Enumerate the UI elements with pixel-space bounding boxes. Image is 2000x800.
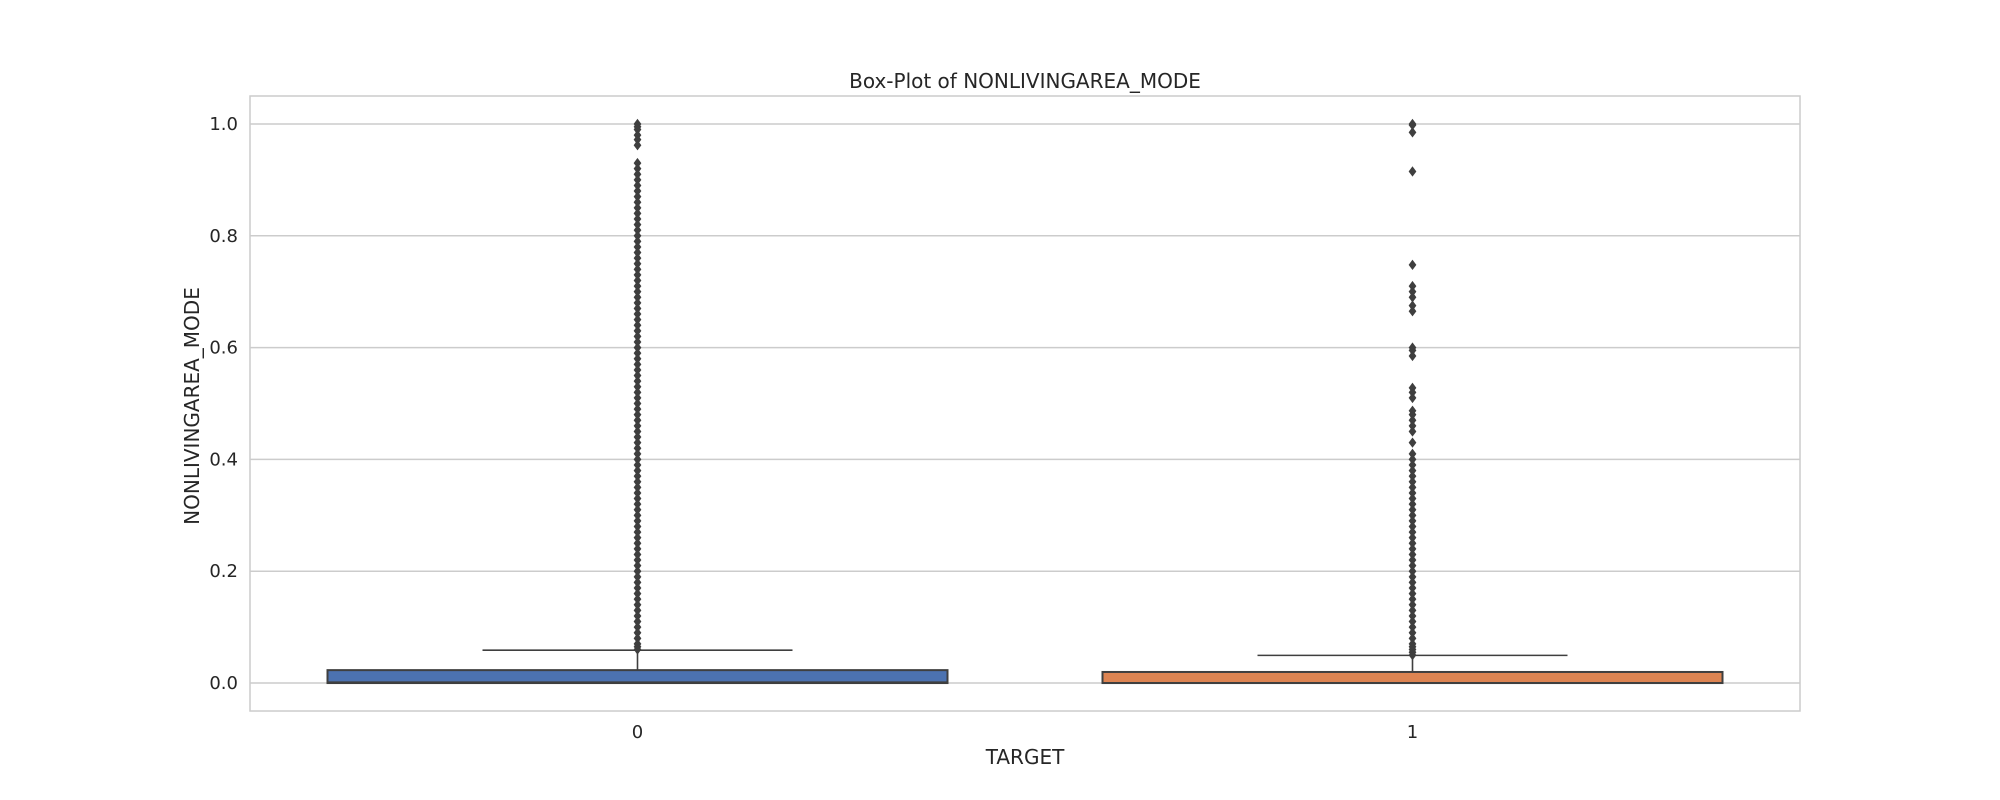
outlier-point [1408, 259, 1417, 271]
iqr-box [1101, 670, 1724, 685]
y-tick-label: 0.0 [209, 673, 238, 694]
outlier-point [1408, 292, 1417, 303]
x-tick-label: 1 [1407, 722, 1418, 743]
outlier-point [1408, 350, 1417, 362]
y-tick-label: 0.4 [209, 449, 238, 470]
grid-lines [250, 123, 1800, 684]
y-tick-labels: 0.0 0.2 0.4 0.6 0.8 1.0 [209, 114, 238, 694]
y-tick-label: 0.6 [209, 338, 238, 359]
y-tick-label: 0.2 [209, 561, 238, 582]
outlier-point [1408, 649, 1417, 661]
outlier-point [1408, 127, 1417, 138]
outlier-point [633, 140, 642, 151]
outlier-point [1408, 392, 1417, 404]
x-tick-label: 0 [632, 722, 643, 743]
outlier-point [1408, 166, 1417, 177]
plot-frame [249, 95, 1801, 712]
y-tick-label: 1.0 [209, 114, 238, 135]
box-layer [326, 118, 1724, 685]
box-group [326, 118, 949, 685]
outlier-point [633, 644, 642, 655]
y-axis-title: NONLIVINGAREA_MODE [180, 287, 204, 525]
x-axis-title: TARGET [985, 745, 1065, 769]
outlier-point [1408, 306, 1417, 317]
outlier-point [1408, 426, 1417, 437]
y-tick-label: 0.8 [209, 226, 238, 247]
box-group [1101, 118, 1724, 685]
iqr-box [326, 669, 949, 685]
chart-title: Box-Plot of NONLIVINGAREA_MODE [849, 69, 1201, 93]
outlier-point [1408, 437, 1417, 448]
